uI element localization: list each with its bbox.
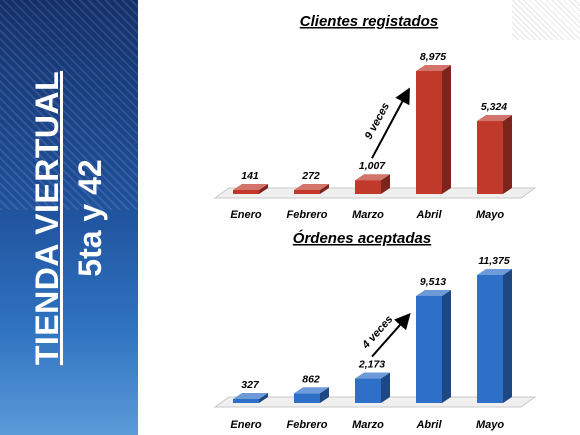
bar-febrero xyxy=(294,184,329,194)
bar-side xyxy=(259,393,268,403)
bar-top xyxy=(233,184,268,190)
bar-abril xyxy=(416,65,451,194)
side-title-main: TIENDA VIERTUAL xyxy=(29,70,65,366)
tick-label: Febrero xyxy=(287,209,328,221)
tick-label: Mayo xyxy=(476,209,504,221)
bar-top xyxy=(233,393,268,399)
growth-arrow xyxy=(371,87,410,159)
growth-annotation: 4 veces xyxy=(359,313,395,351)
tick-label: Abril xyxy=(415,209,442,221)
value-label: 11,375 xyxy=(478,255,509,267)
value-label: 1,007 xyxy=(359,160,386,172)
tick-label: Marzo xyxy=(352,419,384,431)
chart-title: Clientes registados xyxy=(300,13,438,30)
bar-abril xyxy=(416,289,451,403)
bar-side xyxy=(503,269,512,403)
bar-top xyxy=(477,269,512,275)
bar-top xyxy=(294,184,329,190)
tick-label: Enero xyxy=(230,419,261,431)
bar-front xyxy=(355,180,381,194)
bar-front xyxy=(355,378,381,403)
bar-enero xyxy=(233,393,268,403)
bar-marzo xyxy=(355,174,390,194)
bar-top xyxy=(294,387,329,394)
bar-mayo xyxy=(477,269,512,403)
value-label: 9,513 xyxy=(420,276,446,288)
bar-front xyxy=(294,393,320,403)
bar-side xyxy=(503,115,512,194)
bar-front xyxy=(294,190,320,194)
bar-side xyxy=(442,289,451,403)
bar-front xyxy=(416,295,442,403)
value-label: 327 xyxy=(241,379,260,391)
value-label: 8,975 xyxy=(420,51,446,63)
tick-label: Marzo xyxy=(352,209,384,221)
bar-marzo xyxy=(355,372,390,403)
growth-annotation: 9 veces xyxy=(363,101,392,142)
tick-label: Febrero xyxy=(287,419,328,431)
bar-front xyxy=(477,121,503,194)
bar-front xyxy=(477,275,503,403)
decorative-stripes xyxy=(0,0,138,210)
growth-arrow xyxy=(371,312,411,358)
value-label: 862 xyxy=(302,373,320,385)
bar-enero xyxy=(233,184,268,194)
value-label: 2,173 xyxy=(358,359,385,371)
chart-title: Órdenes aceptadas xyxy=(293,229,431,247)
tick-label: Enero xyxy=(230,209,261,221)
bar-febrero xyxy=(294,387,329,403)
bar-side xyxy=(320,387,329,403)
bar-top xyxy=(355,372,390,379)
bar-side xyxy=(381,372,390,403)
bar-top xyxy=(416,289,451,296)
side-panel: TIENDA VIERTUAL 5ta y 42 xyxy=(0,0,138,435)
value-label: 5,324 xyxy=(481,101,507,113)
bar-front xyxy=(233,190,259,194)
bar-front xyxy=(233,399,259,403)
bar-side xyxy=(320,184,329,194)
side-title: TIENDA VIERTUAL 5ta y 42 xyxy=(9,68,129,368)
decorative-hatch xyxy=(512,0,580,40)
value-label: 272 xyxy=(301,170,320,182)
bar-mayo xyxy=(477,115,512,194)
side-title-sub: 5ta y 42 xyxy=(72,159,108,277)
clientes-chart: Clientes registados 141 Enero 272 Febrero 1,0… xyxy=(213,13,537,221)
bar-top xyxy=(355,174,390,181)
bar-top xyxy=(416,65,451,71)
bar-front xyxy=(416,71,442,194)
ordenes-chart: Órdenes aceptadas 327 Enero 862 Febrero 2,173… xyxy=(213,229,537,431)
bar-side xyxy=(442,65,451,194)
value-label: 141 xyxy=(241,170,259,182)
bar-side xyxy=(259,184,268,194)
bar-top xyxy=(477,115,512,122)
bar-side xyxy=(381,174,390,194)
tick-label: Abril xyxy=(415,419,442,431)
tick-label: Mayo xyxy=(476,419,504,431)
